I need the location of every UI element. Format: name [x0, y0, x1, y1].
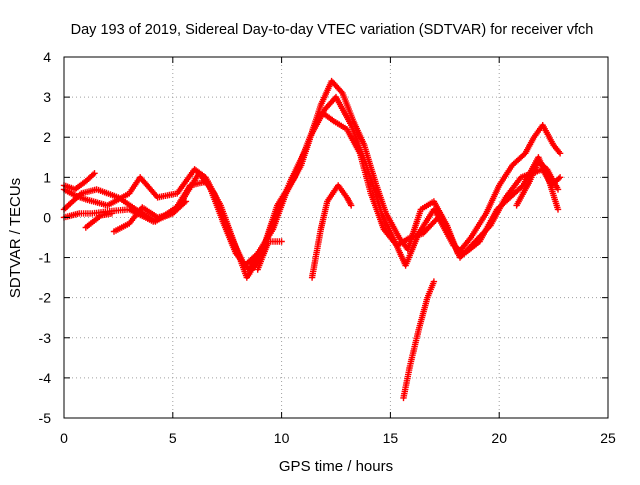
- series-track-j: [513, 158, 562, 209]
- x-tick-label: 15: [383, 430, 399, 446]
- y-tick-label: 2: [43, 129, 51, 145]
- series-track-b: [60, 77, 564, 281]
- series-track-f: [110, 198, 190, 235]
- y-tick-label: -3: [39, 330, 52, 346]
- x-tick-label: 10: [274, 430, 290, 446]
- data-markers-track-e: [82, 210, 116, 231]
- data-markers-track-j: [513, 158, 562, 209]
- series-track-i: [400, 278, 438, 402]
- data-markers-track-b: [60, 77, 564, 281]
- data-markers-track-i: [400, 278, 438, 402]
- y-tick-labels: 4 3 2 1 0 -1 -2 -3 -4 -5: [39, 49, 52, 426]
- data-markers-track-d: [60, 110, 562, 273]
- y-tick-label: 3: [43, 89, 51, 105]
- x-tick-labels: 0 5 10 15 20 25: [60, 430, 616, 446]
- x-tick-label: 5: [169, 430, 177, 446]
- axis-ticks: [63, 56, 609, 419]
- series-track-d: [60, 110, 562, 273]
- x-axis-title: GPS time / hours: [279, 458, 393, 475]
- x-tick-label: 0: [60, 430, 68, 446]
- plot-frame: [63, 56, 609, 419]
- x-tick-label: 25: [600, 430, 616, 446]
- y-tick-label: -4: [39, 370, 52, 386]
- series-track-h: [308, 182, 355, 281]
- grid-lines: [64, 57, 608, 418]
- data-markers-track-h: [308, 182, 355, 281]
- chart-title: Day 193 of 2019, Sidereal Day-to-day VTE…: [71, 22, 594, 38]
- y-tick-label: -5: [39, 410, 52, 426]
- data-series: [60, 77, 564, 402]
- y-tick-label: 1: [43, 169, 51, 185]
- data-markers-track-g: [254, 238, 285, 273]
- series-track-e: [82, 210, 116, 231]
- y-tick-label: -1: [39, 250, 52, 266]
- y-tick-label: 4: [43, 49, 51, 65]
- x-tick-label: 20: [491, 430, 507, 446]
- y-axis-title: SDTVAR / TECUs: [7, 178, 24, 298]
- y-tick-label: -2: [39, 290, 52, 306]
- data-markers-track-f: [110, 198, 190, 235]
- series-track-g: [254, 238, 285, 273]
- y-tick-label: 0: [43, 209, 51, 225]
